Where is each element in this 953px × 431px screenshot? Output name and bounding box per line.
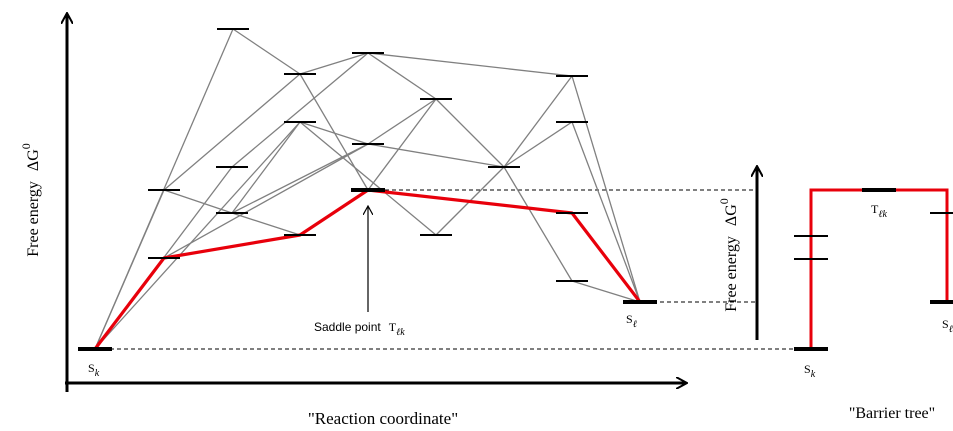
connection <box>299 121 437 236</box>
connection <box>231 212 301 236</box>
connection <box>163 73 301 191</box>
connection <box>503 166 573 282</box>
x-axis-caption: "Reaction coordinate" <box>308 409 458 428</box>
connection <box>163 143 369 259</box>
connection <box>503 75 573 168</box>
connection <box>367 98 437 191</box>
start-state-label: Sk <box>88 361 100 379</box>
connection <box>571 280 641 303</box>
end-state-label: Sℓ <box>626 312 637 330</box>
connection <box>163 189 233 214</box>
landscape-panel: Free energyΔG0 Saddle point Tℓk Sk Sℓ "Re… <box>19 14 797 428</box>
lowest-barrier-path <box>93 188 642 350</box>
connection <box>367 98 437 145</box>
connection <box>571 75 641 303</box>
dashed-reference-lines <box>110 189 797 350</box>
connection <box>94 189 165 350</box>
connection <box>571 121 641 303</box>
connection <box>231 143 369 214</box>
connection <box>299 73 369 191</box>
connection <box>232 28 301 75</box>
barrier-tree-start-state-label: Sk <box>804 362 816 380</box>
barrier-tree-end-state-label: Sℓ <box>942 317 953 335</box>
barrier-tree-y-axis-label: Free energyΔG0 <box>717 198 740 312</box>
connection <box>94 121 301 350</box>
connection <box>299 52 369 75</box>
y-axis-label: Free energyΔG0 <box>19 143 42 257</box>
barrier-tree-saddle-label: Tℓk <box>871 202 888 220</box>
transition-connections <box>94 28 641 350</box>
barrier-tree-panel: Free energyΔG0 Tℓk Sk Sℓ "Barrier tree" <box>717 167 953 422</box>
saddle-point-label: Saddle point Tℓk <box>314 320 405 338</box>
connection <box>367 52 573 77</box>
connection <box>367 143 505 168</box>
connection <box>367 52 437 100</box>
connection <box>503 121 573 168</box>
connection <box>231 52 369 168</box>
barrier-tree-caption: "Barrier tree" <box>849 405 935 422</box>
connection <box>299 121 369 145</box>
barrier-tree-levels <box>794 188 953 351</box>
energy-levels <box>148 28 588 282</box>
connection <box>435 98 505 168</box>
connection <box>231 121 301 214</box>
